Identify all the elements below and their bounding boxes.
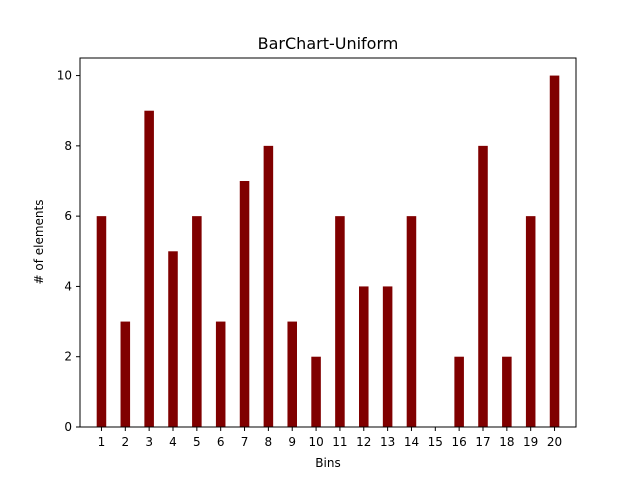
chart-title: BarChart-Uniform (258, 34, 399, 53)
bar-19 (525, 216, 536, 427)
x-tick-label: 10 (308, 435, 323, 449)
x-tick-label: 6 (217, 435, 225, 449)
x-tick-label: 13 (380, 435, 395, 449)
y-tick-label: 2 (64, 350, 72, 364)
y-tick-label: 6 (64, 209, 72, 223)
x-tick-label: 8 (265, 435, 273, 449)
x-tick-label: 16 (452, 435, 467, 449)
bar-11 (335, 216, 345, 427)
y-tick-label: 8 (64, 139, 72, 153)
bar-6 (215, 321, 226, 427)
bar-12 (359, 286, 369, 427)
bar-5 (192, 216, 202, 427)
bar-13 (382, 286, 393, 427)
y-ticks: 0 2 4 6 8 10 (57, 69, 80, 434)
bar-7 (239, 181, 250, 427)
x-tick-label: 5 (193, 435, 201, 449)
bar-9 (287, 321, 297, 427)
y-axis-label: # of elements (32, 200, 46, 285)
x-tick-label: 14 (404, 435, 419, 449)
x-tick-label: 2 (121, 435, 129, 449)
x-ticks: 1 2 3 4 5 6 7 8 9 10 11 12 13 14 15 16 17 18 19 20 (98, 427, 562, 449)
x-tick-label: 7 (241, 435, 249, 449)
x-tick-label: 18 (499, 435, 514, 449)
x-tick-label: 15 (428, 435, 443, 449)
bar-1 (96, 216, 107, 427)
x-tick-label: 4 (169, 435, 177, 449)
x-tick-label: 3 (145, 435, 153, 449)
bar-17 (478, 145, 488, 428)
x-tick-label: 19 (523, 435, 538, 449)
x-tick-label: 20 (547, 435, 562, 449)
y-tick-label: 10 (57, 69, 72, 83)
x-tick-label: 17 (475, 435, 490, 449)
x-axis-label: Bins (315, 456, 340, 470)
bar-2 (120, 321, 131, 427)
x-tick-label: 1 (98, 435, 106, 449)
bar-18 (502, 356, 512, 427)
x-tick-label: 11 (332, 435, 347, 449)
bar-14 (406, 216, 417, 427)
bar-16 (454, 356, 464, 427)
x-tick-label: 12 (356, 435, 371, 449)
bar-10 (311, 356, 321, 427)
plot-frame (79, 57, 577, 428)
bar-8 (263, 145, 274, 428)
y-tick-label: 4 (64, 279, 72, 293)
bar-3 (144, 110, 154, 428)
x-tick-label: 9 (288, 435, 296, 449)
y-tick-label: 0 (64, 420, 72, 434)
bar-4 (168, 251, 178, 427)
bars-group (96, 75, 560, 428)
bar-20 (549, 75, 560, 427)
